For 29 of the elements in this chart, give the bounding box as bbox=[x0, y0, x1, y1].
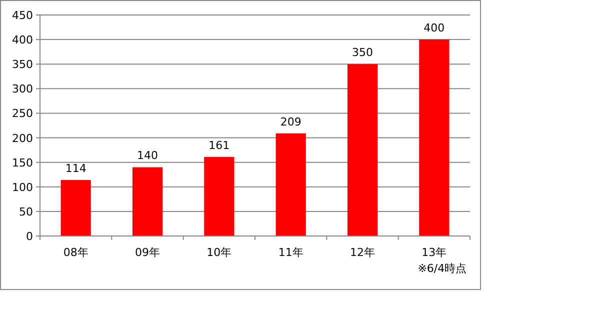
bar bbox=[204, 156, 234, 236]
bar bbox=[347, 64, 378, 236]
x-tick-label: 09年 bbox=[135, 246, 160, 259]
text: ※6/4時点 bbox=[418, 262, 467, 275]
bar bbox=[60, 180, 91, 236]
y-tick-label: 300 bbox=[12, 82, 33, 96]
x-tick-label: 11年 bbox=[278, 246, 304, 259]
data-label: 350 bbox=[352, 46, 373, 60]
y-tick-label: 200 bbox=[12, 132, 33, 145]
bar bbox=[419, 40, 450, 236]
x-tick-label: 13年 bbox=[422, 246, 447, 259]
data-label: 209 bbox=[280, 115, 302, 128]
data-label: 400 bbox=[424, 22, 445, 35]
y-tick-label: 100 bbox=[12, 180, 33, 194]
bar bbox=[132, 167, 163, 236]
y-tick-label: 350 bbox=[12, 58, 33, 72]
y-tick-label: 50 bbox=[19, 205, 33, 218]
x-tick-label: 12年 bbox=[350, 246, 375, 259]
y-tick-label: 400 bbox=[12, 34, 33, 47]
y-tick-label: 0 bbox=[26, 230, 33, 243]
x-tick-label: 08年 bbox=[63, 246, 88, 259]
data-label: 161 bbox=[208, 138, 230, 152]
bar bbox=[276, 133, 306, 236]
y-tick-label: 450 bbox=[12, 9, 33, 22]
data-label: 114 bbox=[65, 162, 86, 176]
x-tick-label: 10年 bbox=[206, 246, 232, 259]
data-label: 140 bbox=[137, 149, 158, 162]
y-tick-label: 150 bbox=[12, 156, 33, 170]
y-tick-label: 250 bbox=[12, 107, 33, 120]
